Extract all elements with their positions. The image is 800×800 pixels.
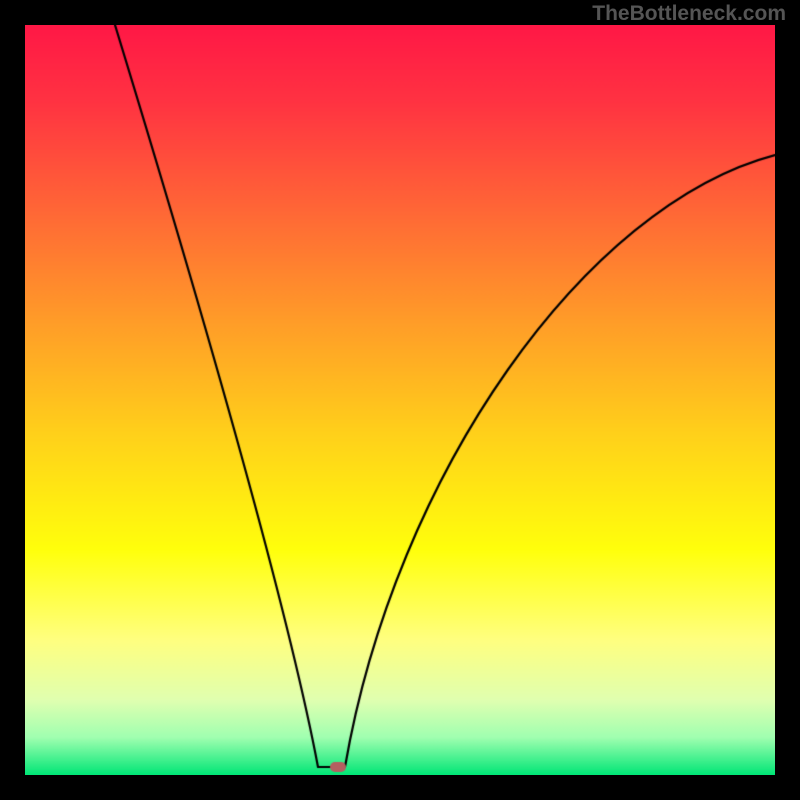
watermark: TheBottleneck.com — [592, 2, 786, 26]
bottleneck-curve-chart — [25, 25, 775, 775]
plot-area — [25, 25, 775, 775]
